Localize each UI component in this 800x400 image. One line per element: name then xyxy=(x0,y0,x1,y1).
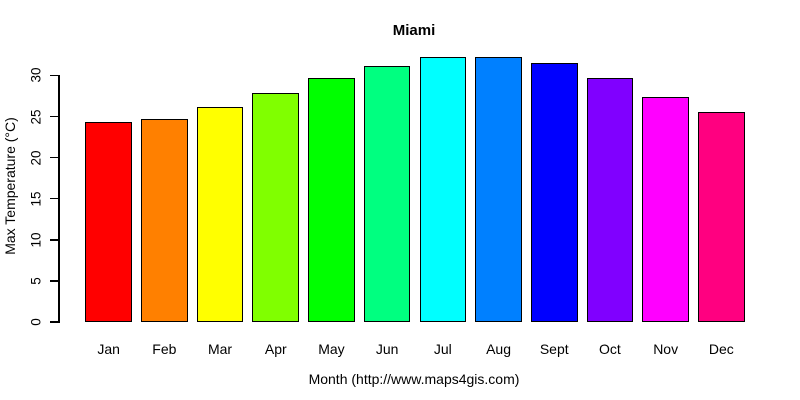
x-tick-label-feb: Feb xyxy=(152,341,177,357)
bar-aug xyxy=(475,56,522,322)
x-tick-label-apr: Apr xyxy=(264,341,287,357)
bar-feb xyxy=(141,119,188,322)
y-tick-label-25: 25 xyxy=(28,109,44,125)
bar-apr xyxy=(252,92,300,322)
y-tick-label-10: 10 xyxy=(28,232,44,248)
x-tick-label-nov: Nov xyxy=(653,341,679,357)
x-tick-label-jul: Jul xyxy=(433,341,452,357)
y-tick-mark-0 xyxy=(50,321,58,323)
y-tick-mark-30 xyxy=(50,74,58,77)
y-tick-label-15: 15 xyxy=(28,191,44,207)
chart-title: Miami xyxy=(392,22,436,39)
bar-jul xyxy=(419,57,467,322)
y-tick-mark-20 xyxy=(50,156,58,159)
x-tick-label-dec: Dec xyxy=(708,341,734,357)
y-tick-mark-15 xyxy=(50,197,58,200)
y-tick-mark-25 xyxy=(50,115,58,118)
x-tick-label-jun: Jun xyxy=(375,341,399,357)
y-tick-mark-10 xyxy=(50,239,58,241)
bar-dec xyxy=(698,111,745,322)
bar-nov xyxy=(642,96,689,322)
bar-sept xyxy=(530,63,578,322)
bar-oct xyxy=(586,77,634,322)
bar-mar xyxy=(196,106,244,322)
x-axis-title: Month (http://www.maps4gis.com) xyxy=(308,371,520,387)
bar-may xyxy=(308,77,355,322)
x-tick-label-oct: Oct xyxy=(599,341,621,357)
x-tick-label-aug: Aug xyxy=(486,341,512,357)
y-tick-label-0: 0 xyxy=(28,318,44,326)
bar-jun xyxy=(363,65,411,322)
y-tick-label-30: 30 xyxy=(28,67,44,83)
x-tick-label-mar: Mar xyxy=(207,341,233,357)
bar-jan xyxy=(85,122,132,322)
x-tick-label-may: May xyxy=(318,341,345,357)
y-axis-line xyxy=(58,75,60,323)
y-tick-mark-5 xyxy=(50,280,58,282)
x-tick-label-sept: Sept xyxy=(539,341,569,357)
y-tick-label-5: 5 xyxy=(28,277,44,285)
y-tick-label-20: 20 xyxy=(28,150,44,166)
x-tick-label-jan: Jan xyxy=(97,341,120,357)
y-axis-title: Max Temperature (°C) xyxy=(2,117,18,255)
